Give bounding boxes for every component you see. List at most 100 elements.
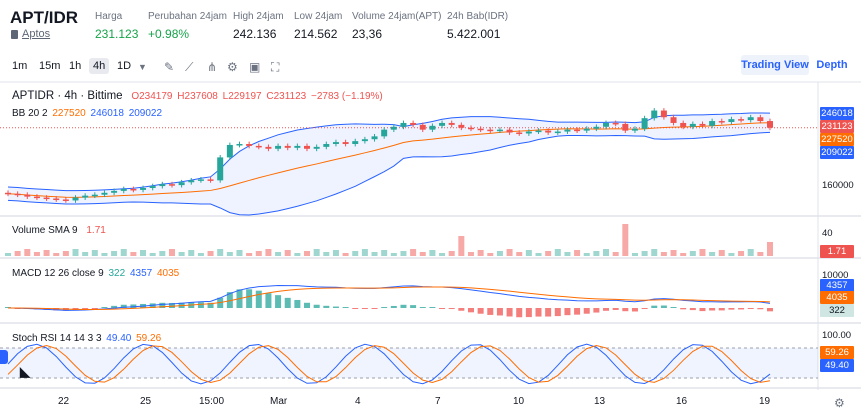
candle-body: [168, 184, 175, 186]
volume-bar: [120, 249, 127, 256]
macd-hist-bar: [564, 308, 571, 316]
tf-1m[interactable]: 1m: [12, 60, 28, 72]
macd-hist-bar: [670, 307, 677, 308]
candle-body: [82, 195, 89, 198]
candle-body: [140, 188, 147, 190]
x-label: 25: [140, 396, 152, 407]
candle-body: [419, 124, 426, 130]
candle-body: [304, 145, 311, 149]
stat-low: Low 24jam 214.562: [294, 11, 343, 41]
settings-icon[interactable]: ⚙: [227, 60, 238, 74]
macd-hist-bar: [284, 297, 291, 308]
volume-bar: [458, 236, 465, 256]
volume-bar: [149, 253, 156, 256]
candle-body: [448, 122, 455, 125]
candle-body: [332, 142, 339, 144]
coin-link[interactable]: Aptos: [22, 28, 51, 40]
volume-bar: [53, 253, 60, 256]
candle-body: [680, 122, 687, 127]
fullscreen-icon[interactable]: ⛶: [271, 60, 280, 74]
macd-hist-bar: [757, 308, 764, 310]
pair-title: APT/IDR: [10, 8, 78, 27]
macd-hist-bar: [111, 305, 118, 308]
tf-4h[interactable]: 4h: [89, 58, 110, 74]
volume-bar: [709, 252, 716, 256]
x-label: 13: [594, 396, 606, 407]
chevron-down-icon[interactable]: ▼: [138, 62, 147, 72]
save-icon[interactable]: ▣: [249, 60, 261, 74]
volume-bar: [91, 250, 98, 256]
settings-icon[interactable]: ⚙: [834, 396, 845, 410]
candle-body: [43, 197, 50, 200]
candle-body: [603, 122, 610, 127]
volume-bar: [352, 251, 359, 256]
macd-hist-bar: [313, 304, 320, 308]
volume-bar: [217, 249, 224, 256]
tag-signal: 4035: [820, 291, 854, 304]
candle-body: [14, 193, 21, 196]
candle-body: [410, 122, 417, 125]
macd-hist-bar: [342, 307, 349, 308]
volume-bar: [593, 251, 600, 256]
tf-1d[interactable]: 1D: [117, 60, 132, 72]
volume-bar: [43, 250, 50, 256]
panel-handle[interactable]: [0, 350, 8, 364]
x-label: 15:00: [199, 396, 225, 407]
macd-hist-bar: [207, 302, 214, 308]
x-label: 4: [355, 396, 361, 407]
indicator-icon[interactable]: ⟋: [185, 60, 194, 74]
volume-bar: [516, 252, 523, 256]
macd-hist-bar: [275, 295, 282, 308]
candle-body: [439, 122, 446, 126]
volume-bar: [62, 251, 69, 256]
macd-line: [7, 285, 771, 311]
macd-signal-line: [7, 286, 771, 310]
tag-stoch-d: 59.26: [820, 346, 854, 359]
macd-hist-bar: [419, 307, 426, 308]
macd-hist-bar: [525, 308, 532, 318]
candle-body: [120, 188, 127, 191]
volume-bar: [390, 253, 397, 256]
macd-hist-bar: [120, 304, 127, 308]
candle-body: [265, 146, 272, 149]
tf-1h[interactable]: 1h: [69, 60, 82, 72]
macd-hist-bar: [583, 308, 590, 314]
candle-body: [458, 124, 465, 128]
compare-icon[interactable]: ⋔: [207, 60, 218, 74]
chart-toolbar: 1m 15m 1h 4h 1D ▼ ✎ ⟋ ⋔ ⚙ ▣ ⛶: [0, 55, 861, 79]
candle-body: [62, 199, 69, 201]
macd-hist-bar: [439, 308, 446, 309]
brush-icon[interactable]: ✎: [164, 60, 175, 74]
candle-body: [554, 131, 561, 134]
macd-hist-bar: [246, 289, 253, 308]
candle-body: [323, 144, 330, 147]
volume-bar: [429, 250, 436, 256]
candle-body: [246, 144, 253, 146]
macd-hist-bar: [680, 308, 687, 310]
candle-body: [255, 145, 262, 148]
candle-body: [593, 126, 600, 129]
volume-axis-label: 40: [822, 228, 833, 239]
volume-bar: [33, 252, 40, 256]
volume-bar: [332, 250, 339, 256]
bb-basis-line: [7, 122, 771, 198]
macd-hist-bar: [159, 302, 166, 308]
volume-bar: [651, 249, 658, 256]
macd-hist-bar: [467, 308, 474, 313]
macd-hist-bar: [255, 290, 262, 308]
tf-15m[interactable]: 15m: [39, 60, 61, 72]
candle-body: [275, 145, 282, 149]
stoch-d-line: [7, 345, 771, 383]
depth-button[interactable]: Depth: [816, 59, 848, 71]
volume-bar: [419, 252, 426, 256]
x-label: 16: [676, 396, 688, 407]
volume-bar: [313, 249, 320, 256]
candle-body: [651, 110, 658, 119]
volume-bar: [255, 251, 262, 256]
candle-body: [574, 129, 581, 132]
trading-view-button[interactable]: Trading View: [741, 55, 809, 75]
macd-hist-bar: [574, 308, 581, 315]
candle-body: [178, 182, 185, 186]
stoch-axis-label: 100.00: [822, 330, 852, 341]
